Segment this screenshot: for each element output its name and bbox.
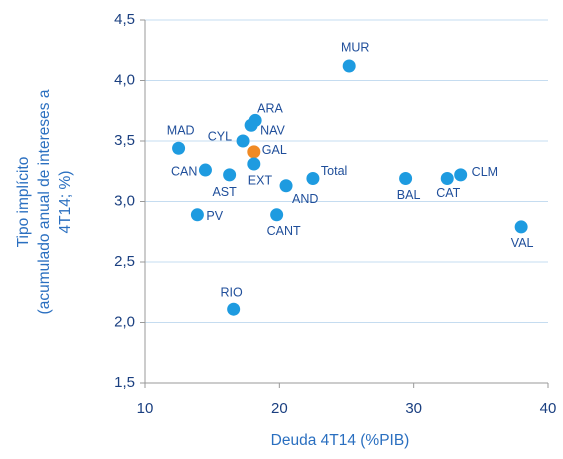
point [342,59,356,73]
point [247,157,261,171]
point [223,168,237,182]
point [236,134,250,148]
point-label: MUR [341,40,369,54]
point-label: PV [206,209,223,223]
point-label: CAT [436,186,460,200]
point-label: MAD [167,124,195,138]
point-label: GAL [262,143,287,157]
y-tick-label: 1,5 [114,374,135,391]
point [270,208,284,222]
y-tick-label: 3,0 [114,192,135,209]
point-label: EXT [248,173,273,187]
y-tick-label: 4,5 [114,11,135,28]
y-tick-label: 3,5 [114,132,135,149]
y-axis-title-line: Tipo implícito [15,157,32,248]
point [227,302,241,316]
point-label: CAN [171,164,197,178]
point [190,208,204,222]
y-tick-label: 2,5 [114,253,135,270]
point-label: CLM [472,165,498,179]
point-label: VAL [511,236,534,250]
x-tick-label: 20 [271,400,288,417]
point-label: BAL [397,188,421,202]
point [440,172,454,186]
point [399,172,413,186]
y-tick-label: 2,0 [114,313,135,330]
point [279,179,293,193]
y-axis-title-line: (acumulado anual de intereses a [36,89,53,314]
y-axis-title: Tipo implícito (acumulado anual de inter… [15,89,74,314]
point-label: AST [212,185,237,199]
x-tick-label: 30 [405,400,422,417]
point [514,220,528,234]
point-label: AND [292,192,318,206]
point [247,145,261,159]
point-label: Total [321,164,347,178]
point-label: CANT [267,224,301,238]
point [198,163,212,177]
point-label: ARA [257,102,283,116]
point-label: CYL [208,129,232,143]
x-tick-label: 10 [137,400,154,417]
point [244,118,258,132]
y-tick-label: 4,0 [114,71,135,88]
x-tick-label: 40 [540,400,557,417]
point-label: RIO [221,285,244,299]
point-label: NAV [260,124,285,138]
x-axis-title: Deuda 4T14 (%PIB) [271,432,410,449]
y-axis-title-line: 4T14; %) [57,171,74,234]
point [306,172,320,186]
point [172,141,186,155]
point [454,168,468,182]
